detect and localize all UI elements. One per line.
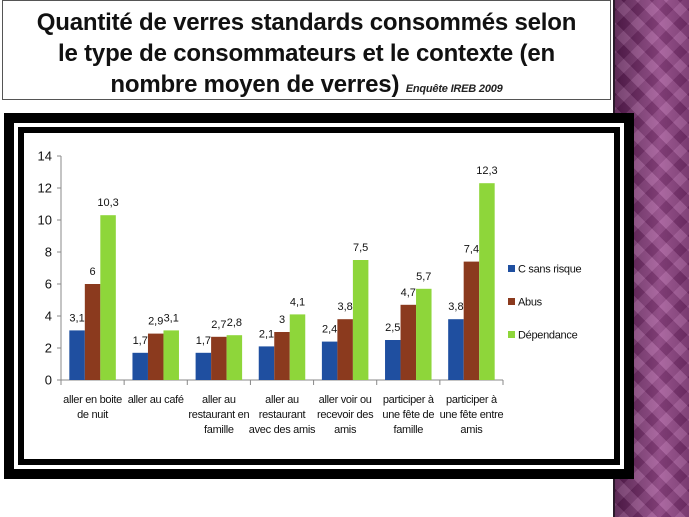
x-tick-label: aller au café <box>128 394 184 406</box>
bar-chart: 0 2 4 6 8 10 12 14 3,1 6 10,3 aller en boite de nuit… <box>38 149 582 437</box>
bar-1 <box>321 341 338 380</box>
legend-label: Dépendance <box>518 330 578 342</box>
legend-swatch <box>508 331 515 338</box>
data-label: 2,9 <box>148 316 163 328</box>
title-line-3-text: nombre moyen de verres) <box>110 71 400 98</box>
chart-frame-inner-border: 0 2 4 6 8 10 12 14 3,1 6 10,3 aller en boite de nuit… <box>18 127 620 465</box>
x-tick-label: avec des amis <box>249 424 316 436</box>
y-tick-label: 12 <box>38 181 52 196</box>
bar-3 <box>163 330 179 380</box>
title-box: Quantité de verres standards consommés s… <box>2 0 611 100</box>
x-tick-label: amis <box>460 424 483 436</box>
x-tick-label: restaurant <box>259 409 306 421</box>
y-tick-label: 8 <box>45 245 52 260</box>
y-tick-label: 6 <box>45 277 52 292</box>
bar-3 <box>226 335 243 380</box>
x-tick-label: restaurant en <box>188 409 249 421</box>
legend-swatch <box>508 298 515 305</box>
title-line-1: Quantité de verres standards consommés s… <box>36 9 577 36</box>
x-tick-label: une fête entre <box>440 409 504 421</box>
legend-swatch <box>508 265 515 272</box>
data-label: 1,7 <box>196 335 211 347</box>
legend-label: C sans risque <box>518 264 582 276</box>
y-tick-label: 0 <box>45 373 52 388</box>
x-tick-label: aller voir ou <box>319 394 372 406</box>
data-label: 2,4 <box>322 324 337 336</box>
title-line-2: le type de consommateurs et le contexte … <box>58 40 555 67</box>
data-label: 3,1 <box>164 312 179 324</box>
data-label: 4,1 <box>290 296 305 308</box>
bar-2 <box>274 332 290 380</box>
bar-2 <box>337 319 353 380</box>
y-tick-label: 4 <box>45 309 52 324</box>
data-label: 1,7 <box>133 335 148 347</box>
bar-1 <box>195 352 212 380</box>
bar-2 <box>463 261 480 380</box>
x-tick-label: une fête de <box>382 409 434 421</box>
y-tick-label: 10 <box>38 213 52 228</box>
data-label: 12,3 <box>476 165 497 177</box>
bar-1 <box>132 352 148 380</box>
bar-2 <box>147 333 164 380</box>
bar-3 <box>100 215 116 380</box>
x-tick-label: famille <box>204 424 234 436</box>
bar-1 <box>385 340 401 380</box>
source-label: Enquête IREB 2009 <box>405 83 503 95</box>
bar-1 <box>258 346 275 380</box>
x-tick-label: amis <box>334 424 357 436</box>
bar-2 <box>400 304 417 380</box>
chart-frame-white-border: 0 2 4 6 8 10 12 14 3,1 6 10,3 aller en boite de nuit… <box>14 123 624 469</box>
data-label: 4,7 <box>401 287 416 299</box>
data-label: 7,4 <box>464 244 479 256</box>
data-label: 2,7 <box>211 319 226 331</box>
data-label: 7,5 <box>353 242 368 254</box>
bar-2 <box>84 284 101 380</box>
x-tick-label: famille <box>393 424 423 436</box>
data-label: 2,5 <box>385 322 400 334</box>
y-tick-label: 2 <box>45 341 52 356</box>
x-tick-label: aller en boite <box>63 394 122 406</box>
data-label: 10,3 <box>97 197 118 209</box>
data-label: 2,8 <box>227 317 242 329</box>
y-tick-label: 14 <box>38 149 52 164</box>
data-label: 6 <box>90 266 96 278</box>
x-tick-label: participer à <box>446 394 498 406</box>
bar-3 <box>479 183 495 380</box>
data-label: 2,1 <box>259 328 274 340</box>
chart-plot-area: 0 2 4 6 8 10 12 14 3,1 6 10,3 aller en boite de nuit… <box>24 133 614 459</box>
bar-3 <box>289 314 306 380</box>
x-tick-label: aller au <box>202 394 236 406</box>
x-tick-label: aller au <box>265 394 299 406</box>
data-label: 3,8 <box>448 301 463 313</box>
bar-3 <box>352 260 369 380</box>
data-label: 5,7 <box>416 271 431 283</box>
bar-1 <box>448 319 464 380</box>
x-tick-label: participer à <box>383 394 435 406</box>
data-label: 3 <box>279 314 285 326</box>
bar-2 <box>211 336 227 380</box>
bar-1 <box>69 330 85 380</box>
title-line-3: nombre moyen de verres) Enquête IREB 200… <box>3 69 610 105</box>
data-label: 3,8 <box>337 301 352 313</box>
x-tick-label: de nuit <box>77 409 108 421</box>
chart-frame: 0 2 4 6 8 10 12 14 3,1 6 10,3 aller en boite de nuit… <box>4 113 634 479</box>
data-label: 3,1 <box>69 312 84 324</box>
bar-3 <box>416 288 432 380</box>
legend-label: Abus <box>518 297 543 309</box>
x-tick-label: recevoir des <box>317 409 374 421</box>
